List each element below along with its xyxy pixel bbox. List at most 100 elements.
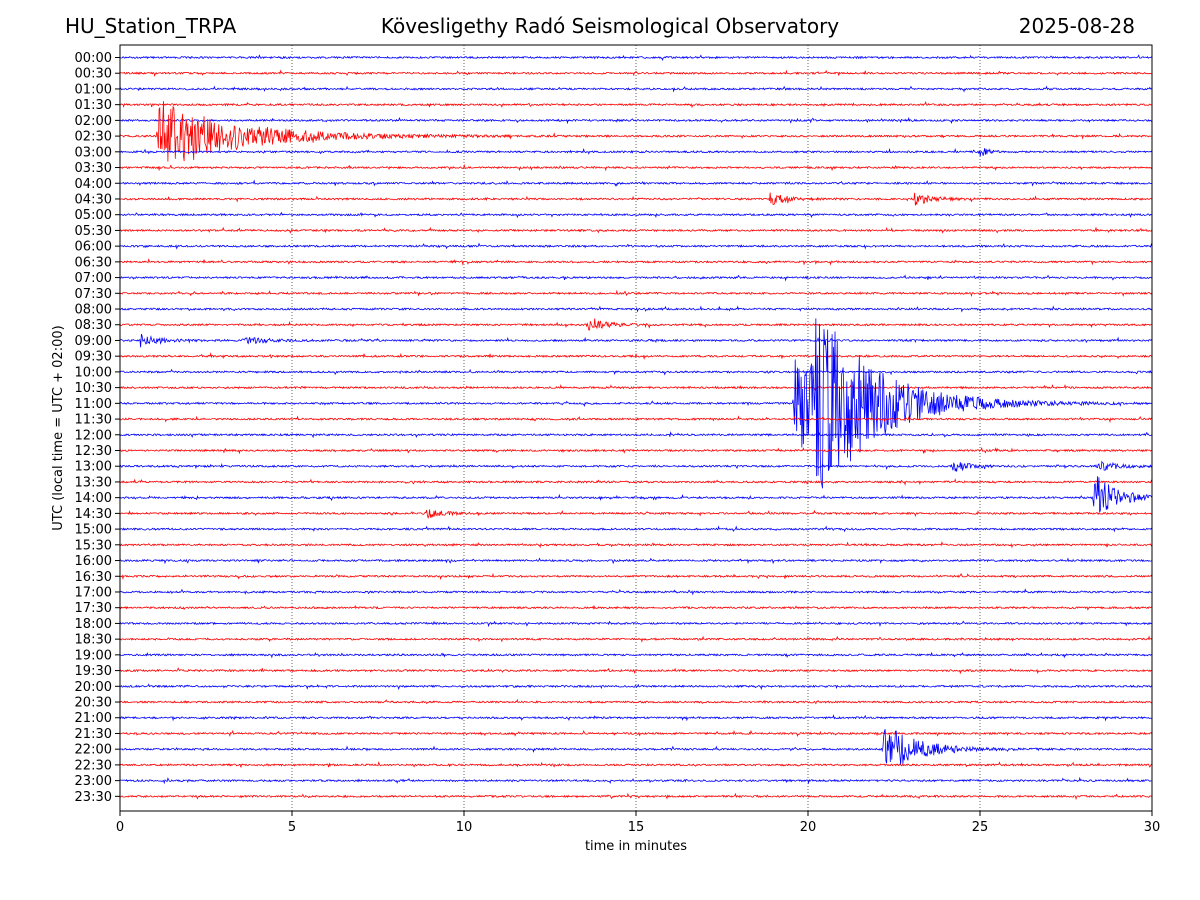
seismic-trace [119,525,1153,533]
seismic-trace [119,258,1153,266]
seismic-trace [119,383,1153,392]
seismic-trace [119,101,1153,162]
y-tick-label: 08:00 [75,303,112,318]
y-tick-label: 06:30 [75,255,112,270]
y-tick-label: 13:00 [75,460,112,475]
seismic-trace [119,651,1153,659]
seismic-trace [119,447,1153,455]
y-tick-label: 11:30 [75,413,112,428]
y-tick-label: 14:30 [75,507,112,522]
y-tick-label: 22:00 [75,743,112,758]
seismic-trace [119,460,1153,472]
seismic-trace [119,101,1153,109]
seismic-trace [119,147,1153,157]
y-tick-label: 01:30 [75,98,112,113]
seismic-trace [119,274,1153,282]
seismic-trace [119,179,1153,187]
seismic-trace [119,431,1153,439]
y-tick-label: 19:00 [75,648,112,663]
station-label: HU_Station_TRPA [65,14,237,38]
seismic-trace [119,620,1153,628]
seismic-trace [119,116,1153,125]
seismic-trace [119,211,1153,219]
seismic-trace [119,667,1153,675]
y-tick-label: 02:30 [75,130,112,145]
y-tick-label: 18:30 [75,633,112,648]
y-tick-label: 03:00 [75,145,112,160]
y-tick-label: 16:30 [75,570,112,585]
seismic-trace [119,476,1153,513]
y-tick-label: 02:00 [75,114,112,129]
y-tick-label: 12:00 [75,428,112,443]
x-tick-label: 30 [1144,820,1161,835]
y-tick-label: 09:30 [75,350,112,365]
seismic-trace [119,352,1153,360]
y-tick-label: 06:00 [75,240,112,255]
chart-title: Kövesligethy Radó Seismological Observat… [380,14,840,38]
y-tick-label: 21:00 [75,711,112,726]
seismic-trace [119,541,1153,549]
y-tick-label: 10:30 [75,381,112,396]
seismic-trace [119,192,1153,206]
y-tick-label: 07:00 [75,271,112,286]
y-tick-label: 09:00 [75,334,112,349]
y-axis-label: UTC (local time = UTC + 02:00) [51,325,66,530]
seismic-trace [119,478,1153,486]
x-tick-label: 15 [628,820,645,835]
x-tick-label: 20 [800,820,817,835]
y-tick-label: 16:00 [75,554,112,569]
seismic-trace [119,557,1153,565]
seismic-trace [120,226,1153,234]
seismic-trace [119,289,1153,298]
y-tick-label: 22:30 [75,758,112,773]
seismic-trace [119,333,1153,348]
seismic-trace [119,714,1153,722]
y-tick-label: 00:00 [75,51,112,66]
seismic-trace [119,635,1153,643]
y-tick-label: 19:30 [75,664,112,679]
seismic-trace [119,242,1153,250]
seismic-trace [119,85,1153,93]
y-tick-label: 00:30 [75,67,112,82]
y-tick-label: 14:00 [75,491,112,506]
seismic-trace [119,776,1153,785]
y-tick-label: 08:30 [75,318,112,333]
seismic-trace [119,305,1153,313]
x-tick-label: 5 [288,820,296,835]
y-tick-label: 13:30 [75,475,112,490]
y-tick-label: 21:30 [75,727,112,742]
seismic-trace [119,318,1153,331]
seismic-trace [119,729,1153,766]
y-tick-label: 23:00 [75,774,112,789]
trace-layer [119,54,1153,801]
seismic-trace [119,588,1153,596]
x-axis-label: time in minutes [585,839,687,854]
seismic-trace [119,729,1153,738]
seismic-trace [119,54,1153,62]
seismic-trace [119,683,1153,691]
y-tick-label: 07:30 [75,287,112,302]
y-tick-label: 15:30 [75,538,112,553]
y-tick-label: 05:00 [75,208,112,223]
date-label: 2025-08-28 [1018,14,1135,38]
y-tick-label: 05:30 [75,224,112,239]
seismic-trace [119,318,1153,489]
seismic-trace [119,163,1153,172]
y-tick-labels: 00:0000:3001:0001:3002:0002:3003:0003:30… [75,51,120,805]
y-tick-label: 10:00 [75,365,112,380]
seismic-trace [119,698,1153,705]
y-tick-label: 04:00 [75,177,112,192]
y-tick-label: 20:00 [75,680,112,695]
y-tick-label: 17:00 [75,585,112,600]
y-tick-label: 11:00 [75,397,112,412]
y-tick-label: 03:30 [75,161,112,176]
x-tick-labels: 0 5 10 15 20 25 30 [116,811,1160,835]
seismic-trace [119,605,1153,611]
x-tick-label: 10 [456,820,473,835]
y-tick-label: 20:30 [75,696,112,711]
y-tick-label: 12:30 [75,444,112,459]
y-tick-label: 17:30 [75,601,112,616]
seismic-trace [119,792,1153,801]
seismic-trace [119,572,1153,581]
